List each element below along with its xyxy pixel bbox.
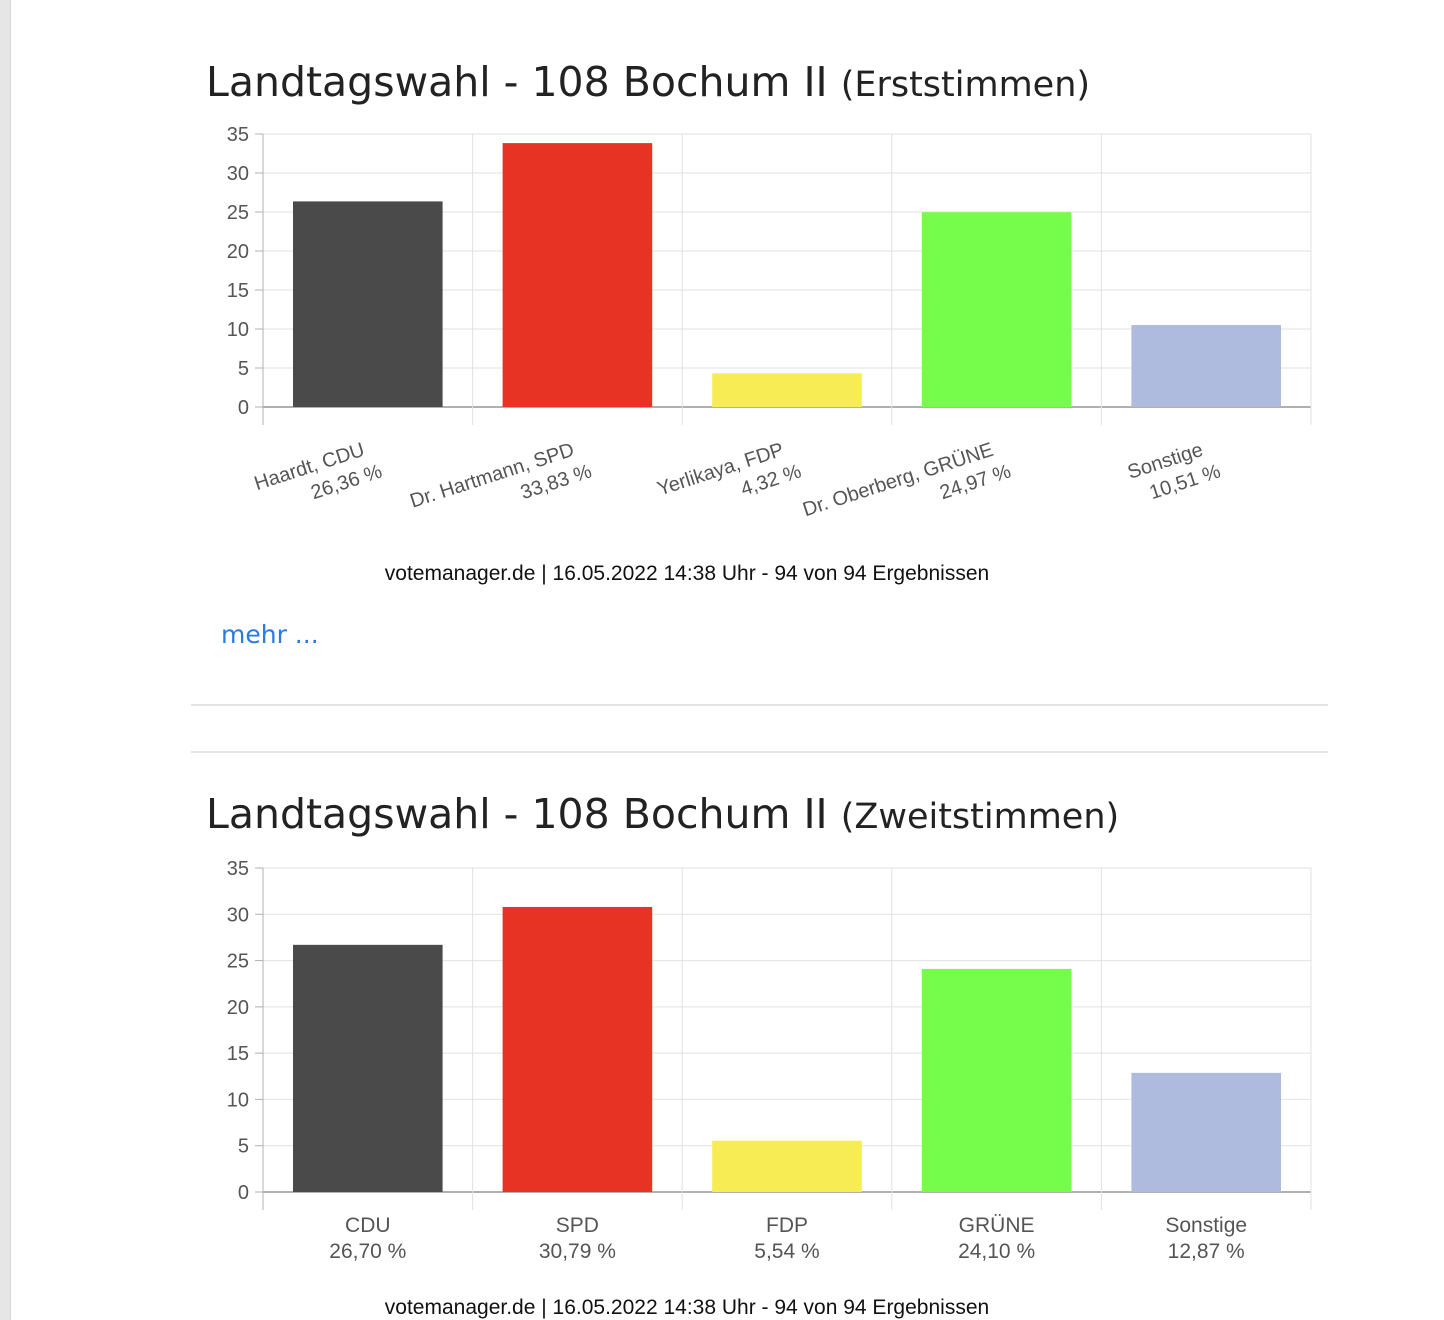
- category-label: CDU: [345, 1214, 391, 1237]
- bar: [502, 906, 653, 1192]
- y-tick-label: 5: [238, 1136, 249, 1158]
- value-label: 5,54 %: [754, 1240, 819, 1263]
- value-label: 26,70 %: [329, 1240, 406, 1263]
- bar: [502, 143, 653, 407]
- y-tick-label: 20: [227, 997, 249, 1019]
- bar: [1131, 1072, 1281, 1192]
- category-label: GRÜNE: [959, 1214, 1035, 1237]
- chart-title: Landtagswahl - 108 Bochum II (Zweitstimm…: [206, 790, 1119, 838]
- y-tick-label: 15: [227, 280, 249, 302]
- y-tick-label: 0: [238, 1182, 249, 1204]
- chart-title: Landtagswahl - 108 Bochum II (Erststimme…: [206, 58, 1090, 106]
- value-label: 24,10 %: [958, 1240, 1035, 1263]
- bar: [1131, 325, 1281, 407]
- section-divider: [191, 704, 1328, 706]
- chart-title-main: Landtagswahl - 108 Bochum II: [206, 58, 828, 106]
- section-divider: [191, 751, 1328, 753]
- bar: [712, 1140, 862, 1192]
- more-link[interactable]: mehr ...: [221, 620, 319, 649]
- y-tick-label: 25: [227, 202, 249, 224]
- category-label: Sonstige: [1165, 1214, 1247, 1237]
- chart-title-subtitle: (Zweitstimmen): [840, 797, 1120, 837]
- bar: [712, 373, 862, 407]
- chart-section-erststimmen: Landtagswahl - 108 Bochum II (Erststimme…: [11, 0, 1444, 700]
- category-label: FDP: [766, 1214, 808, 1237]
- y-tick-label: 20: [227, 241, 249, 263]
- bar: [921, 212, 1072, 407]
- page: Landtagswahl - 108 Bochum II (Erststimme…: [10, 0, 1444, 1320]
- chart-section-zweitstimmen: Landtagswahl - 108 Bochum II (Zweitstimm…: [11, 752, 1444, 1320]
- chart-source-line: votemanager.de | 16.05.2022 14:38 Uhr - …: [384, 1296, 990, 1319]
- y-tick-label: 35: [227, 124, 249, 146]
- y-tick-label: 5: [238, 358, 249, 380]
- y-tick-label: 30: [227, 904, 249, 926]
- y-tick-label: 35: [227, 858, 249, 880]
- y-tick-label: 15: [227, 1043, 249, 1065]
- bar: [293, 944, 443, 1192]
- chart-title-subtitle: (Erststimmen): [840, 65, 1091, 105]
- chart-source-line: votemanager.de | 16.05.2022 14:38 Uhr - …: [384, 562, 990, 585]
- value-label: 30,79 %: [539, 1240, 616, 1263]
- y-tick-label: 10: [227, 1089, 249, 1111]
- category-label: SPD: [556, 1214, 599, 1237]
- y-tick-label: 0: [238, 397, 249, 419]
- bar-chart-zweitstimmen: 0 5 10 15 20 25 30 35 CDU 26,70 % SPD 30,79 % FDP 5,5…: [227, 858, 1312, 1263]
- chart-title-main: Landtagswahl - 108 Bochum II: [206, 790, 828, 838]
- y-tick-label: 30: [227, 163, 249, 185]
- y-tick-label: 25: [227, 951, 249, 973]
- y-tick-label: 10: [227, 319, 249, 341]
- bar: [293, 201, 443, 407]
- value-label: 12,87 %: [1168, 1240, 1245, 1263]
- bar: [921, 968, 1072, 1192]
